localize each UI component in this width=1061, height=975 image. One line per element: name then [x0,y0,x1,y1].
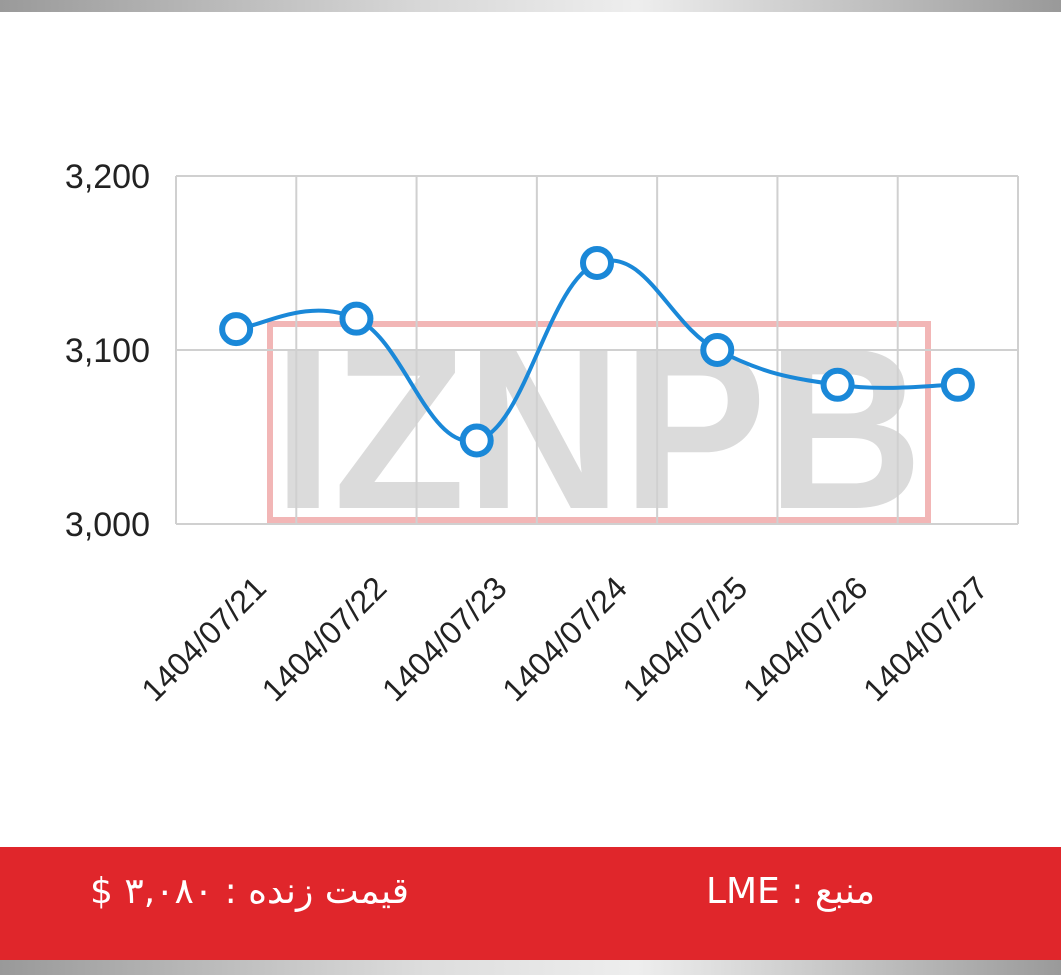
x-tick-label: 1404/07/25 [616,569,755,708]
footer: قیمت زنده : ۳,۰۸۰ $ منبع : LME [0,847,1061,960]
y-tick-label: 3,200 [65,158,150,196]
x-tick-label: 1404/07/21 [134,569,273,708]
live-price: قیمت زنده : ۳,۰۸۰ $ [90,871,410,912]
source: منبع : LME [705,871,875,912]
x-tick-label: 1404/07/27 [856,569,995,708]
x-tick-label: 1404/07/26 [736,569,875,708]
point [580,246,614,280]
point [339,301,374,336]
point [219,312,254,347]
watermark-text: IZNPB [273,300,923,557]
top-strip [0,0,1061,12]
point [820,367,855,402]
bottom-strip [0,960,1061,975]
watermark-band [267,321,931,523]
point [700,333,735,367]
point [459,423,494,458]
point [940,367,975,402]
y-tick-label: 3,000 [65,506,150,544]
watermark: IZNPB [267,300,931,557]
x-tick-label: 1404/07/23 [375,569,514,708]
x-tick-label: 1404/07/24 [495,569,634,708]
chart: IZNPB 3,0003,1003,2001404/07/211404/07/2… [65,158,1019,708]
x-tick-label: 1404/07/22 [255,569,394,708]
y-tick-label: 3,100 [65,332,150,370]
